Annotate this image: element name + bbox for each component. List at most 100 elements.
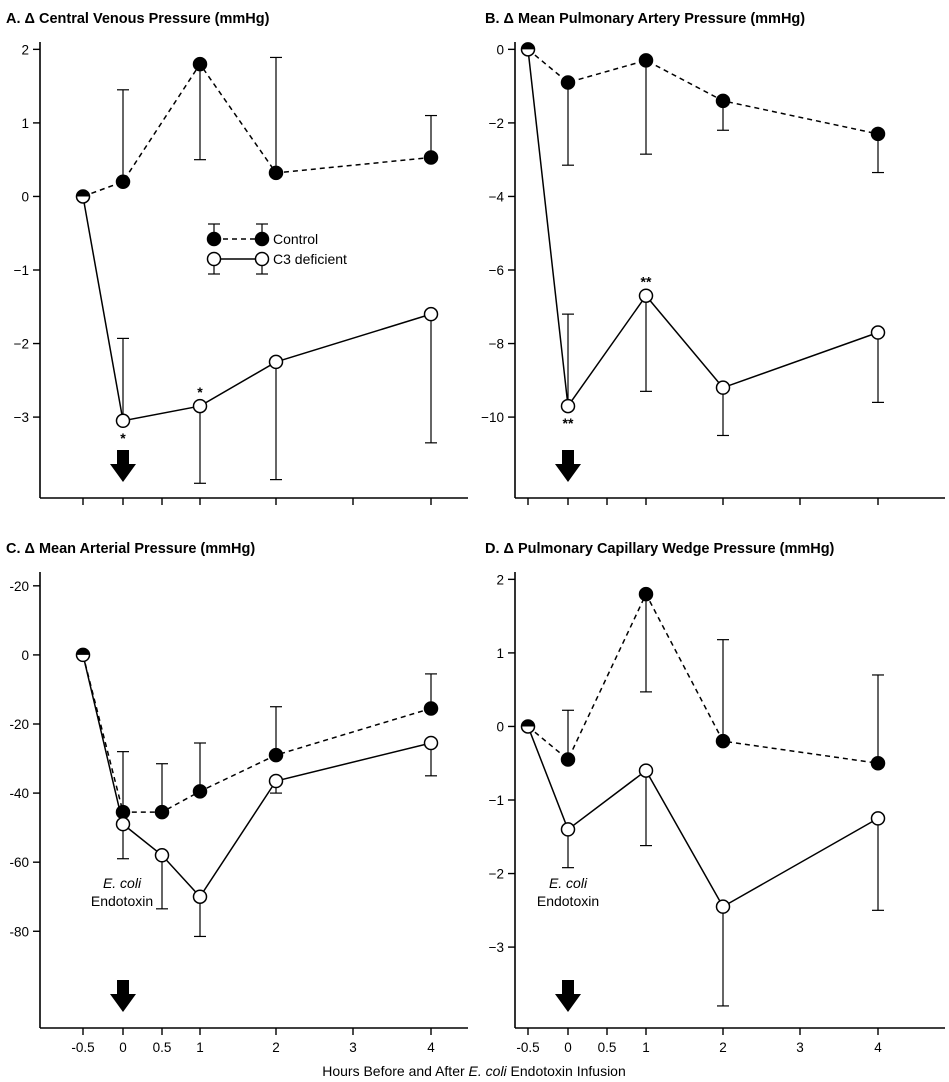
control-point (115, 804, 131, 820)
arrow-label-italic: E. coli (103, 875, 142, 891)
panel-c-title: C. Δ Mean Arterial Pressure (mmHg) (6, 541, 255, 557)
endotoxin-arrow-icon (555, 450, 581, 482)
control-point (268, 747, 284, 763)
significance-marker: * (120, 430, 126, 446)
y-tick-label: 2 (496, 572, 504, 587)
control-point (154, 804, 170, 820)
control-point (560, 752, 576, 767)
c3-point (268, 773, 284, 789)
endotoxin-arrow-icon (110, 450, 136, 482)
c3-point (870, 811, 886, 826)
y-tick-label: −2 (489, 116, 504, 131)
legend: Control C3 deficient (206, 223, 347, 275)
y-tick-label: −6 (489, 263, 504, 278)
panel-b-plot: 0 −2 −4 −6 −8 −10 ** ** (481, 42, 945, 505)
x-tick-label: 1 (196, 1040, 204, 1055)
y-tick-label: −2 (489, 867, 504, 882)
panel-b-title: B. Δ Mean Pulmonary Artery Pressure (mmH… (485, 11, 805, 27)
legend-c3: C3 deficient (206, 251, 347, 275)
x-tick-label: 4 (427, 1040, 435, 1055)
legend-c3-marker (206, 251, 222, 267)
x-tick-label: 2 (272, 1040, 280, 1055)
significance-marker: ** (641, 274, 652, 290)
panel-a-title: A. Δ Central Venous Pressure (mmHg) (6, 11, 270, 27)
y-tick-label: 0 (496, 42, 504, 57)
y-tick-label: 2 (21, 42, 29, 57)
arrow-label: Endotoxin (91, 893, 153, 909)
legend-c3-label: C3 deficient (273, 251, 347, 267)
control-point (268, 165, 284, 181)
baseline-point-fill (76, 648, 90, 655)
panel-a-plot: 2 1 0 −1 −2 −3 * * (14, 42, 468, 505)
x-tick-label: -0.5 (516, 1040, 539, 1055)
y-tick-label: −10 (481, 410, 504, 425)
baseline-point-fill (521, 719, 535, 727)
control-point (423, 150, 439, 165)
baseline-point-fill (76, 189, 90, 197)
control-point (715, 93, 731, 109)
c3-line (82, 196, 432, 422)
y-tick-label: −3 (489, 940, 504, 955)
c3-point (715, 899, 731, 914)
endotoxin-arrow-icon (110, 980, 136, 1012)
control-point (560, 75, 576, 90)
c3-point (638, 288, 654, 303)
y-tick-label: −2 (14, 337, 29, 352)
control-point (638, 586, 654, 602)
legend-c3-marker (254, 251, 270, 267)
panel-d: D. Δ Pulmonary Capillary Wedge Pressure … (485, 541, 945, 1055)
x-tick-label: 0 (564, 1040, 572, 1055)
panel-b: B. Δ Mean Pulmonary Artery Pressure (mmH… (481, 11, 945, 505)
y-tick-label: -80 (9, 924, 29, 939)
control-line (82, 62, 432, 198)
control-point (715, 733, 731, 749)
c3-point (870, 325, 886, 340)
y-tick-label: -60 (9, 855, 29, 870)
c3-point (423, 306, 439, 322)
y-tick-label: 1 (21, 116, 29, 131)
y-tick-label: 1 (496, 646, 504, 661)
c3-point (115, 816, 131, 832)
c3-point (268, 354, 284, 370)
panel-c: C. Δ Mean Arterial Pressure (mmHg) -20 0 -… (6, 541, 468, 1055)
arrow-label-italic: E. coli (549, 875, 588, 891)
x-tick-label: 0.5 (153, 1040, 172, 1055)
panel-d-title: D. Δ Pulmonary Capillary Wedge Pressure … (485, 541, 835, 557)
c3-point (560, 822, 576, 837)
significance-marker: ** (563, 415, 574, 431)
control-point (192, 784, 208, 799)
c3-point (192, 398, 208, 414)
baseline-point-fill (521, 42, 535, 50)
control-line (82, 654, 432, 813)
control-point (870, 126, 886, 142)
c3-point (715, 380, 731, 395)
legend-control-marker (206, 231, 222, 247)
x-tick-label: 0 (119, 1040, 127, 1055)
c3-line (82, 654, 432, 898)
c3-point (154, 848, 170, 863)
y-tick-label: 0 (496, 719, 504, 734)
significance-marker: * (197, 384, 203, 400)
y-tick-label: 0 (21, 189, 29, 204)
control-line (527, 48, 879, 135)
panel-c-plot: -20 0 -20 -40 -60 -80 -0.5 0 0.5 1 2 3 4 (9, 572, 468, 1055)
x-axis-label: Hours Before and After E. coli Endotoxin… (322, 1063, 626, 1079)
x-tick-label: 3 (349, 1040, 357, 1055)
panel-a: A. Δ Central Venous Pressure (mmHg) 2 1 0 −… (6, 11, 468, 505)
y-tick-label: -20 (9, 717, 29, 732)
control-point (115, 174, 131, 189)
y-tick-label: -20 (9, 579, 29, 594)
x-tick-label: 3 (796, 1040, 804, 1055)
y-tick-label: −1 (489, 793, 504, 808)
control-point (192, 56, 208, 72)
x-tick-label: 1 (642, 1040, 650, 1055)
legend-control: Control (206, 223, 318, 247)
control-point (638, 53, 654, 68)
y-tick-label: −3 (14, 410, 29, 425)
control-point (870, 755, 886, 771)
x-tick-label: 2 (719, 1040, 727, 1055)
x-tick-label: 4 (874, 1040, 882, 1055)
c3-point (115, 413, 131, 429)
c3-point (638, 763, 654, 778)
